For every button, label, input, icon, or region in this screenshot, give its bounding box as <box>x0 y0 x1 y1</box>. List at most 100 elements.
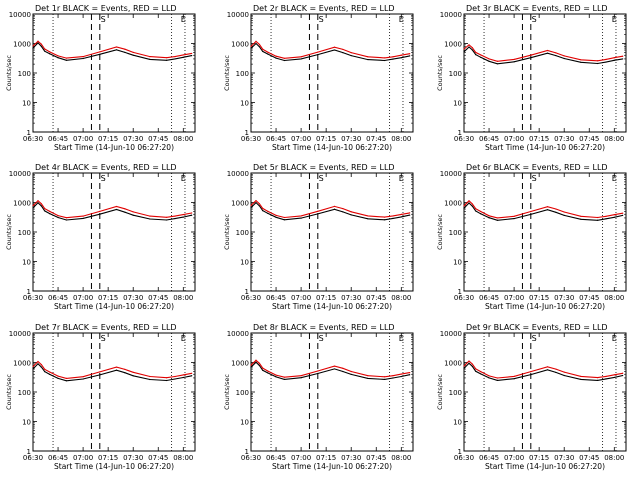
series-point-lld <box>300 215 302 217</box>
series-point-events <box>409 214 411 216</box>
series-point-events <box>99 374 101 376</box>
series-point-lld <box>546 49 549 52</box>
series-point-lld <box>333 365 336 367</box>
series-point-events <box>82 217 84 219</box>
series-line-lld <box>32 360 192 379</box>
series-point-lld <box>333 46 336 48</box>
y-tick-label: 1 <box>27 448 31 456</box>
series-point-events <box>530 57 532 59</box>
series-point-events <box>563 374 565 377</box>
series-point-lld <box>546 206 549 208</box>
series-point-lld <box>597 216 599 219</box>
y-tick-label: 1 <box>458 448 462 456</box>
series-point-events <box>605 378 607 380</box>
y-tick-label: 10000 <box>9 170 31 178</box>
series-point-events <box>392 377 394 379</box>
series-point-lld <box>475 368 477 370</box>
series-point-lld <box>613 214 615 216</box>
series-point-lld <box>82 376 84 378</box>
series-point-events <box>132 375 134 377</box>
series-point-events <box>40 366 42 368</box>
marker-e: E <box>612 15 617 24</box>
series-point-events <box>37 42 39 44</box>
chart-panel-2: Det 2r BLACK = Events, RED = LLD 1 10 100 10… <box>223 4 414 152</box>
x-tick-label: 08:00 <box>604 135 624 143</box>
series-point-events <box>475 370 477 372</box>
series-point-events <box>367 218 369 220</box>
marker-e: E <box>181 334 186 343</box>
series-point-events <box>400 375 402 378</box>
y-tick-label: 1000 <box>231 360 249 368</box>
plot-frame <box>463 332 627 452</box>
x-tick-label: 07:45 <box>366 294 386 302</box>
chart-title: Det 3r BLACK = Events, RED = LLD <box>466 4 608 13</box>
series-point-events <box>468 46 470 48</box>
series-point-lld <box>480 371 482 373</box>
series-point-lld <box>622 55 624 57</box>
series-point-events <box>350 214 352 216</box>
series-point-lld <box>555 368 557 370</box>
series-point-lld <box>182 374 184 376</box>
series-point-events <box>262 50 264 52</box>
y-tick-label: 1 <box>245 288 249 296</box>
series-line-events <box>463 46 623 65</box>
series-line-lld <box>250 359 410 378</box>
y-axis-label: Counts/sec <box>5 374 13 410</box>
y-tick-label: 100 <box>236 70 249 78</box>
x-tick-label: 07:15 <box>98 454 118 462</box>
marker-e: E <box>181 15 186 24</box>
marker-e: E <box>612 334 617 343</box>
series-point-events <box>132 214 134 216</box>
series-point-events <box>333 208 336 210</box>
series-point-lld <box>82 215 84 217</box>
x-tick-label: 06:30 <box>23 294 43 302</box>
series-point-lld <box>166 377 168 379</box>
x-tick-label: 06:30 <box>241 454 261 462</box>
series-point-lld <box>480 210 482 213</box>
series-point-lld <box>580 375 582 377</box>
x-tick-label: 06:30 <box>241 135 261 143</box>
series-point-events <box>255 202 257 204</box>
x-tick-label: 07:30 <box>123 454 143 462</box>
series-point-lld <box>40 203 42 205</box>
y-axis-label: Counts/sec <box>436 55 444 91</box>
series-point-lld <box>149 55 151 58</box>
x-tick-label: 07:30 <box>341 294 361 302</box>
series-point-lld <box>384 57 386 59</box>
series-point-events <box>392 58 394 60</box>
series-point-events <box>409 374 411 376</box>
series-point-events <box>255 42 257 45</box>
series-point-events <box>471 205 473 207</box>
series-point-lld <box>166 57 168 59</box>
series-point-lld <box>605 58 607 60</box>
series-point-events <box>65 59 68 61</box>
series-point-lld <box>409 371 411 374</box>
series-point-events <box>342 52 344 54</box>
series-point-events <box>622 214 624 217</box>
x-tick-label: 07:00 <box>504 294 524 302</box>
series-point-events <box>350 54 352 57</box>
series-point-events <box>258 205 260 207</box>
series-point-events <box>149 218 151 220</box>
series-point-lld <box>258 362 260 364</box>
series-point-events <box>384 219 386 221</box>
series-point-events <box>384 59 386 62</box>
series-point-lld <box>342 367 344 369</box>
series-point-events <box>82 378 84 380</box>
y-tick-label: 1 <box>27 129 31 137</box>
y-tick-label: 1 <box>458 288 462 296</box>
marker-s: S <box>101 174 106 183</box>
series-point-lld <box>115 205 118 208</box>
series-point-lld <box>496 377 499 379</box>
series-point-lld <box>475 208 477 210</box>
chart-title: Det 4r BLACK = Events, RED = LLD <box>35 163 177 172</box>
series-point-events <box>546 369 549 371</box>
series-point-lld <box>44 48 46 50</box>
series-point-lld <box>99 51 101 53</box>
series-point-events <box>613 216 615 218</box>
series-point-events <box>475 210 477 212</box>
y-axis-label: Counts/sec <box>223 55 231 91</box>
y-tick-label: 10 <box>453 100 462 108</box>
series-point-events <box>166 379 168 382</box>
series-point-lld <box>409 53 411 55</box>
